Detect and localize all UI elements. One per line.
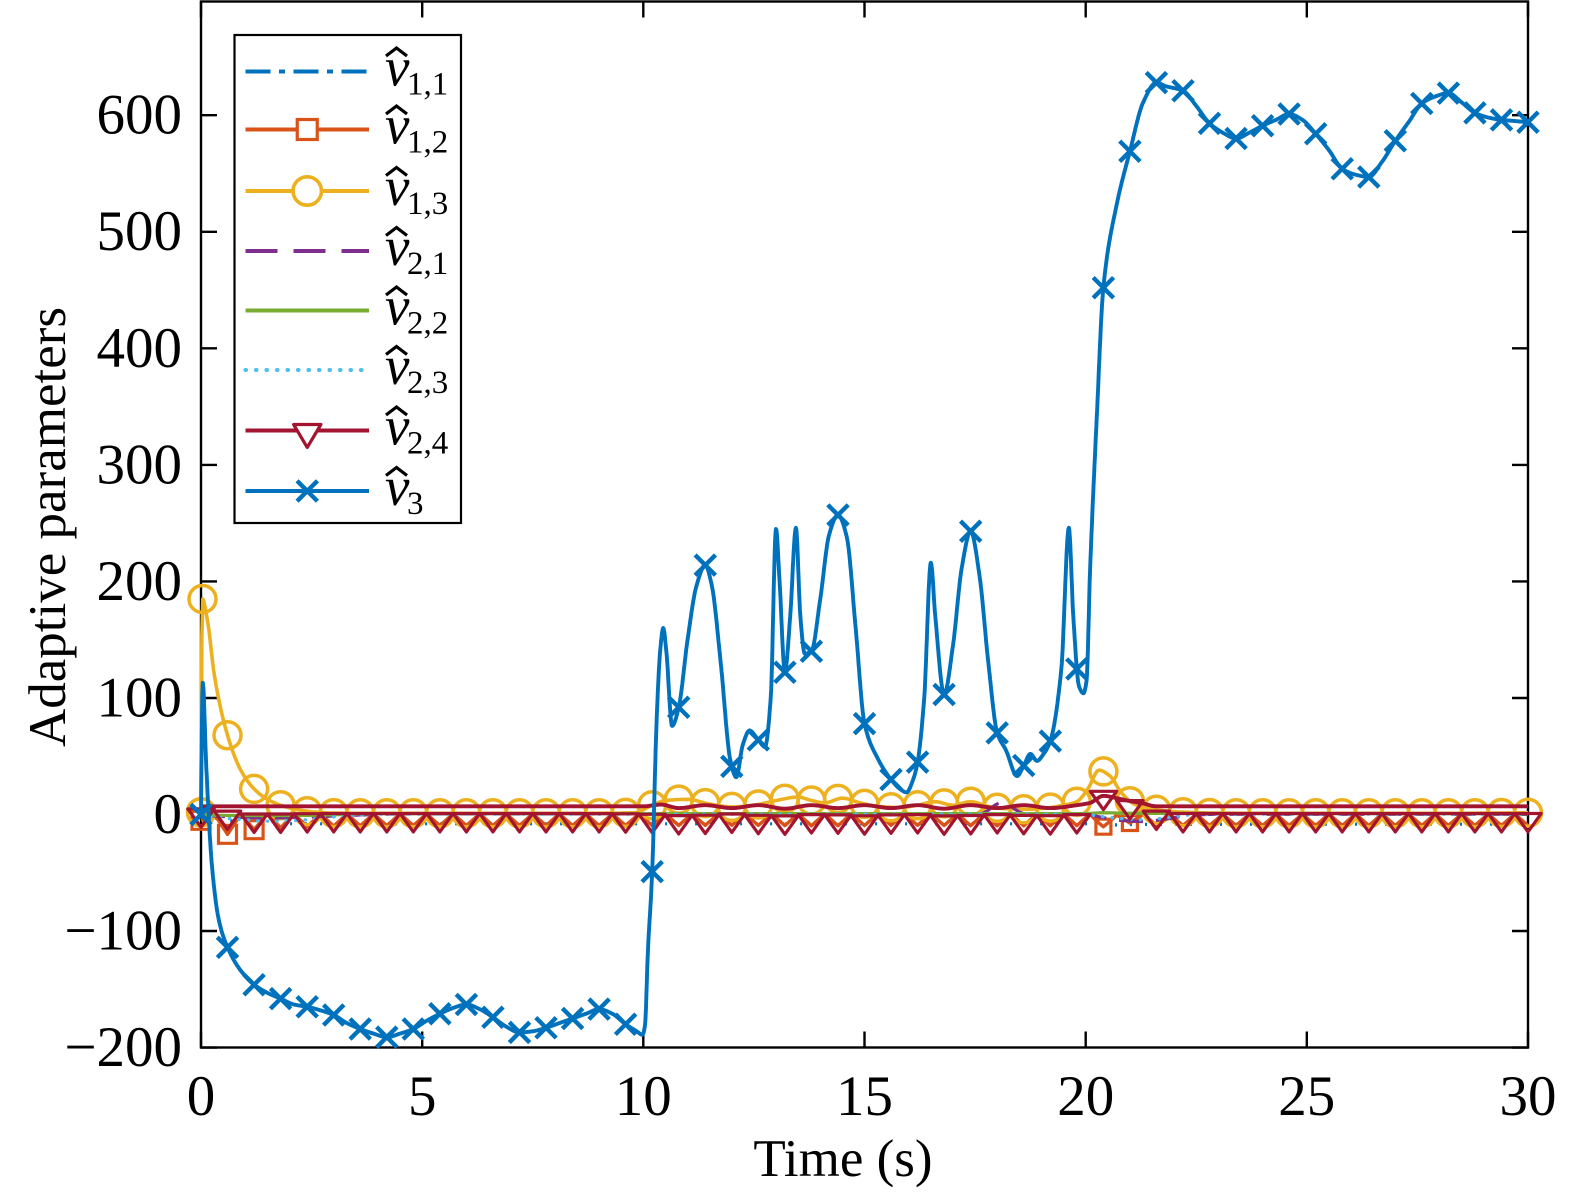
svg-text:v: v [385,216,410,277]
svg-text:600: 600 [97,84,183,147]
svg-text:v: v [385,95,410,156]
svg-text:400: 400 [97,317,183,380]
svg-text:v: v [385,456,410,517]
svg-text:300: 300 [97,433,183,496]
svg-text:500: 500 [97,200,183,263]
svg-text:v: v [385,335,410,396]
svg-text:Time (s): Time (s) [753,1130,932,1188]
svg-text:Adaptive parameters: Adaptive parameters [19,307,77,747]
svg-text:0: 0 [187,1065,216,1128]
svg-text:100: 100 [97,667,183,730]
svg-text:15: 15 [836,1065,893,1128]
svg-text:v: v [385,156,410,217]
svg-text:0: 0 [154,783,183,846]
svg-text:20: 20 [1057,1065,1114,1128]
svg-text:2,2: 2,2 [407,306,448,342]
svg-text:3: 3 [407,486,424,522]
svg-text:1,1: 1,1 [407,67,448,103]
svg-text:25: 25 [1278,1065,1335,1128]
svg-text:10: 10 [615,1065,672,1128]
svg-text:2,3: 2,3 [407,365,448,401]
svg-text:1,3: 1,3 [407,186,448,222]
svg-text:200: 200 [97,550,183,613]
svg-text:v: v [385,396,410,457]
svg-text:2,4: 2,4 [407,426,448,462]
svg-text:v: v [385,276,410,337]
svg-text:−200: −200 [64,1016,182,1079]
svg-text:30: 30 [1500,1065,1557,1128]
svg-text:−100: −100 [64,900,182,963]
svg-text:5: 5 [408,1065,437,1128]
svg-text:2,1: 2,1 [407,246,448,282]
svg-text:1,2: 1,2 [407,125,448,161]
svg-text:v: v [385,37,410,98]
